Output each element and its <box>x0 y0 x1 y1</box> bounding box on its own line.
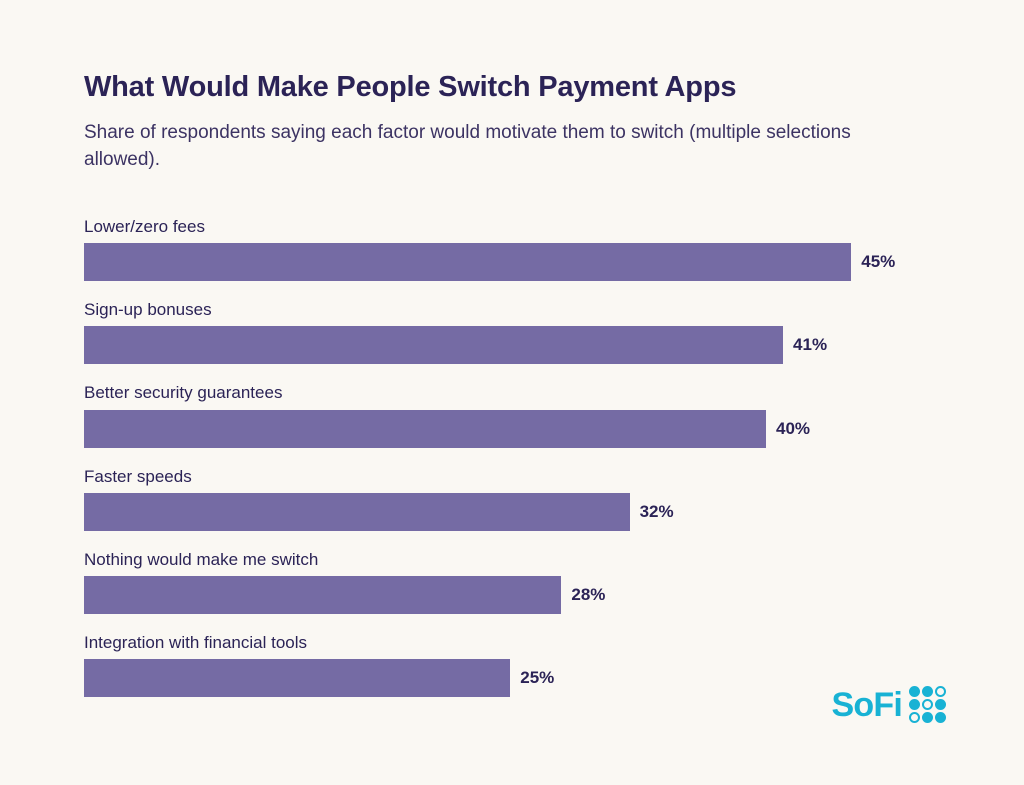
chart-subtitle: Share of respondents saying each factor … <box>84 121 851 171</box>
bar-fill <box>84 243 852 282</box>
bar-group: Lower/zero fees 45% <box>84 216 940 282</box>
bar-category-label: Nothing would make me switch <box>84 549 319 569</box>
bar-category-label: Better security guarantees <box>84 383 283 403</box>
bar-category-label: Sign-up bonuses <box>84 300 212 320</box>
bar-category-label: Lower/zero fees <box>84 216 205 236</box>
bar-row: 32% <box>84 492 940 531</box>
bar-category-label: Integration with financial tools <box>84 633 308 653</box>
bar-row: 40% <box>84 409 940 448</box>
bar-value-label: 25% <box>520 668 555 688</box>
bar-row: 41% <box>84 326 940 365</box>
logo-dot <box>922 686 933 697</box>
page-title: What Would Make People Switch Payment Ap… <box>84 71 737 103</box>
bar-category-label: Faster speeds <box>84 466 192 486</box>
bar-fill <box>84 659 511 698</box>
bar-value-label: 32% <box>639 501 674 521</box>
sofi-wordmark: SoFi <box>831 685 903 724</box>
logo-dot <box>909 712 920 723</box>
logo-dot <box>909 686 920 697</box>
sofi-dot-grid-icon <box>909 686 946 723</box>
logo-dot <box>909 699 920 710</box>
bar-row: 45% <box>84 243 940 282</box>
bar-group: Faster speeds 32% <box>84 466 940 531</box>
bar-group: Sign-up bonuses 41% <box>84 299 940 365</box>
bar-value-label: 41% <box>793 335 828 355</box>
bar-row: 28% <box>84 576 940 615</box>
bar-fill <box>84 326 784 365</box>
logo-dot <box>922 712 933 723</box>
logo-dot <box>935 712 946 723</box>
bar-row: 25% <box>84 659 940 698</box>
logo-dot <box>922 699 933 710</box>
bar-group: Better security guarantees 40% <box>84 382 940 448</box>
bar-value-label: 40% <box>776 418 811 438</box>
bar-value-label: 28% <box>571 585 606 605</box>
sofi-logo: SoFi <box>832 686 946 723</box>
bar-fill <box>84 409 766 448</box>
bar-value-label: 45% <box>861 252 896 272</box>
logo-dot <box>935 686 946 697</box>
bar-chart: Lower/zero fees 45% Sign-up bonuses 41% Bett… <box>84 216 940 698</box>
bar-fill <box>84 576 562 615</box>
logo-dot <box>935 699 946 710</box>
bar-group: Nothing would make me switch 28% <box>84 549 940 615</box>
bar-fill <box>84 492 630 531</box>
bar-group: Integration with financial tools 25% <box>84 632 940 698</box>
